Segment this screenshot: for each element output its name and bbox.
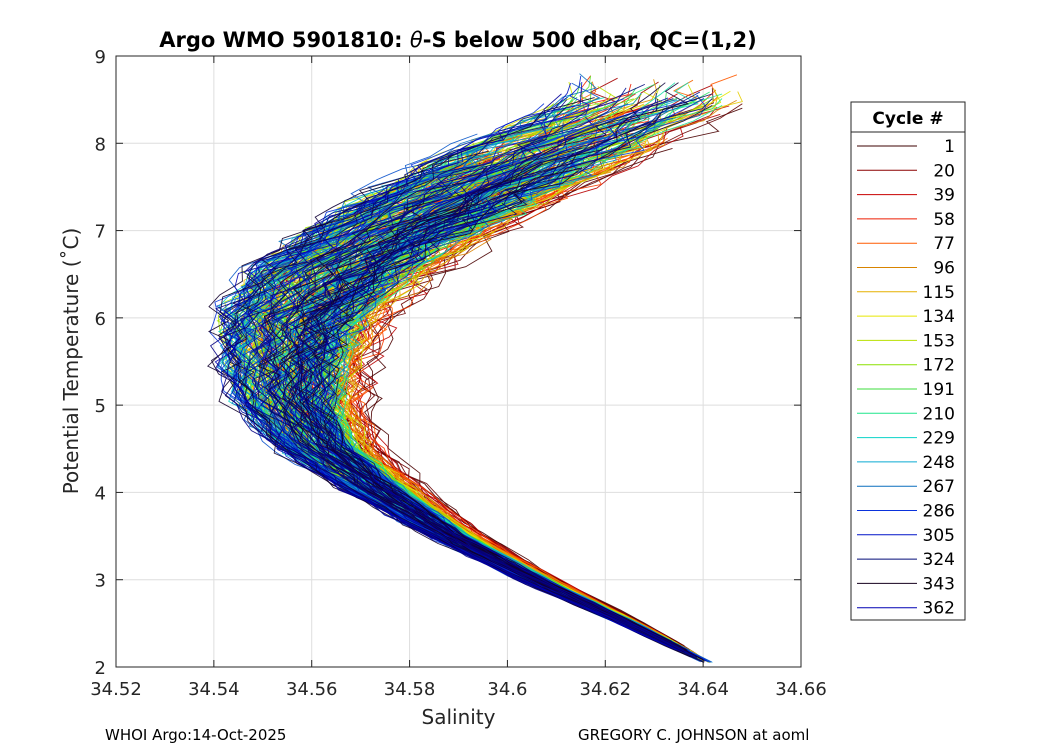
x-tick-label: 34.64 — [677, 679, 729, 700]
profile-line — [326, 147, 676, 644]
legend-label: 267 — [923, 477, 955, 497]
legend: Cycle # 1 20 39 58 77 96 115 134 153 172 191 210 229… — [850, 101, 966, 621]
legend-label: 1 — [944, 137, 955, 157]
profile-line — [339, 94, 719, 662]
legend-label: 324 — [923, 550, 955, 570]
x-tick-label: 34.58 — [384, 679, 436, 700]
profile-line — [322, 202, 672, 642]
legend-label: 115 — [923, 283, 955, 303]
y-tick-label: 2 — [95, 658, 106, 679]
legend-label: 210 — [923, 404, 955, 424]
legend-label: 153 — [923, 331, 955, 351]
profile-line — [305, 177, 689, 652]
legend-label: 305 — [923, 526, 955, 546]
legend-label: 39 — [933, 186, 955, 206]
profile-curves — [207, 73, 743, 664]
legend-title: Cycle # — [872, 109, 943, 129]
legend-entries: 1 20 39 58 77 96 115 134 153 172 191 210 229 248 267 28… — [857, 137, 955, 619]
axis-ticks: 34.52 34.54 34.56 34.58 34.6 34.62 34.64 34.66 2… — [90, 47, 827, 700]
profile-line — [291, 139, 685, 651]
legend-label: 134 — [923, 307, 955, 327]
profile-line — [288, 178, 682, 650]
profile-line — [282, 98, 689, 654]
legend-box — [850, 101, 966, 621]
legend-label: 343 — [923, 574, 955, 594]
legend-label: 286 — [923, 502, 955, 522]
legend-label: 96 — [933, 259, 955, 279]
legend-label: 229 — [923, 429, 955, 449]
x-tick-label: 34.6 — [487, 679, 527, 700]
footer-left: WHOI Argo:14-Oct-2025 — [105, 726, 286, 744]
legend-label: 362 — [923, 599, 955, 619]
profile-line — [228, 196, 682, 653]
chart-title: Argo WMO 5901810: θ-S below 500 dbar, QC… — [159, 28, 756, 52]
y-tick-label: 3 — [95, 571, 106, 592]
x-tick-label: 34.56 — [286, 679, 338, 700]
profile-line — [218, 93, 673, 648]
y-axis-label: Potential Temperature (˚C) — [59, 228, 83, 495]
profile-line — [238, 106, 699, 660]
x-tick-label: 34.54 — [188, 679, 240, 700]
profile-line — [214, 163, 677, 651]
legend-label: 20 — [933, 161, 955, 181]
profile-line — [315, 198, 662, 638]
x-axis-label: Salinity — [422, 705, 496, 729]
x-tick-label: 34.52 — [90, 679, 142, 700]
y-tick-label: 9 — [95, 47, 106, 68]
profile-line — [328, 174, 713, 663]
y-tick-label: 7 — [95, 222, 106, 243]
x-tick-label: 34.62 — [580, 679, 632, 700]
y-tick-label: 4 — [95, 483, 106, 504]
legend-label: 58 — [933, 210, 955, 230]
legend-label: 248 — [923, 453, 955, 473]
legend-label: 172 — [923, 356, 955, 376]
legend-label: 191 — [923, 380, 955, 400]
plot-frame — [115, 55, 802, 668]
profile-line — [254, 118, 696, 657]
y-tick-label: 6 — [95, 309, 106, 330]
y-tick-label: 8 — [95, 134, 106, 155]
y-tick-label: 5 — [95, 396, 106, 417]
legend-label: 77 — [933, 234, 955, 254]
x-tick-label: 34.66 — [775, 679, 827, 700]
footer-right: GREGORY C. JOHNSON at aoml — [578, 726, 809, 744]
